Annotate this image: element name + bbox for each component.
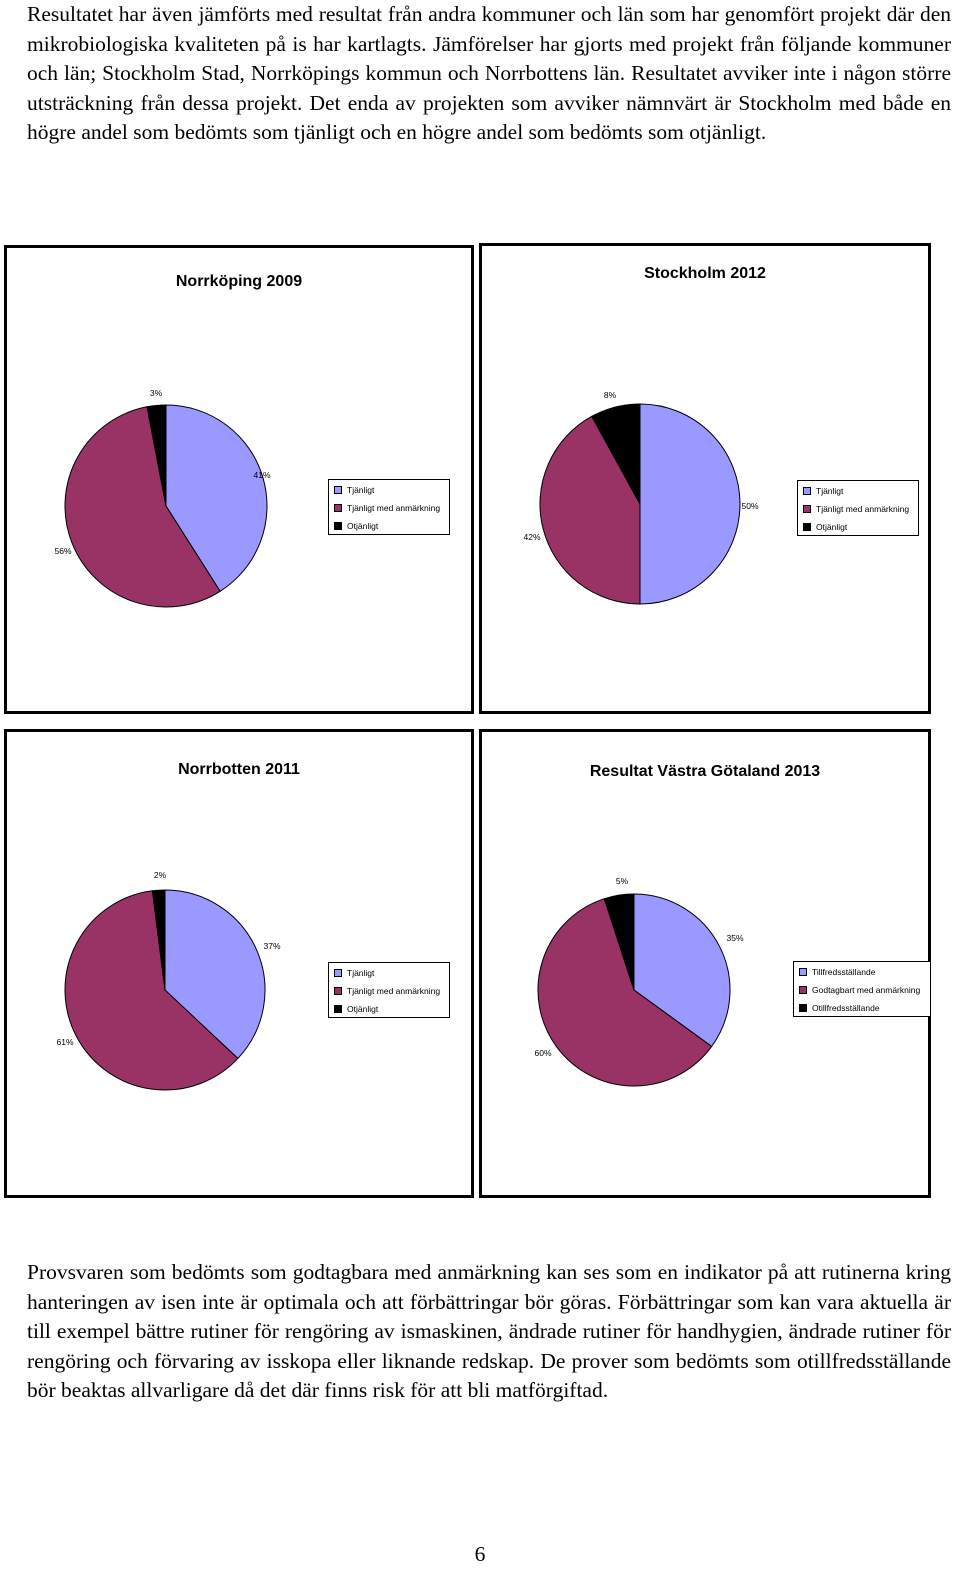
pie-percent-label: 37% [263,941,280,951]
legend-swatch [803,504,811,513]
pie-slice [164,889,266,1060]
legend-swatch [803,522,811,531]
legend-label: Tjänligt [347,968,375,978]
legend-item: Tjänligt med anmärkning [334,502,440,514]
pie-slice [603,893,635,991]
legend-item: Otillfredsställande [799,1002,880,1014]
pie-percent-label: 41% [253,470,270,480]
legend-swatch [334,503,342,512]
legend-swatch [334,521,342,530]
pie-slice [151,889,166,991]
legend-item: Tjänligt [803,485,843,497]
pie-slice [539,415,641,605]
pie-slice [146,404,167,507]
legend-item: Tjänligt [334,967,374,979]
legend-swatch [334,986,342,995]
legend-label: Godtagbart med anmärkning [812,985,921,995]
legend-swatch [334,968,342,977]
pie-percent-label: 56% [54,546,71,556]
chart-legend: Tjänligt Tjänligt med anmärkning Otjänli… [797,480,919,536]
pie-percent-label: 3% [150,388,163,398]
legend-label: Tjänligt med anmärkning [347,986,441,996]
legend-item: Tjänligt med anmärkning [334,985,440,997]
legend-swatch [803,486,811,495]
page-number: 6 [474,1542,486,1566]
legend-swatch [799,967,807,976]
legend-swatch [334,1004,342,1013]
pie-chart: 35% 60% 5% [534,876,744,1087]
legend-item: Otjänligt [334,520,378,532]
pie-percent-label: 42% [523,532,540,542]
chart-title: Norrköping 2009 [175,273,303,290]
pie-percent-label: 2% [154,870,167,880]
legend-label: Otillfredsställande [812,1003,880,1013]
pie-slice [639,403,741,605]
pie-chart: 41% 56% 3% [54,388,271,608]
chart-title: Norrbotten 2011 [178,761,300,778]
pie-chart: 50% 42% 8% [523,390,759,605]
pie-chart: 37% 61% 2% [56,870,281,1091]
legend-item: Tjänligt [334,484,374,496]
legend-label: Otjänligt [816,522,848,532]
legend-label: Otjänligt [347,1004,379,1014]
pie-percent-label: 35% [726,933,743,943]
legend-label: Tjänligt [816,486,844,496]
legend-swatch [799,1003,807,1012]
legend-label: Tillfredsställande [812,967,876,977]
chart-legend: Tjänligt Tjänligt med anmärkning Otjänli… [328,479,450,535]
legend-label: Otjänligt [347,521,379,531]
legend-item: Tillfredsställande [799,966,875,978]
chart-legend: Tjänligt Tjänligt med anmärkning Otjänli… [328,962,450,1018]
pie-slice [64,890,239,1091]
chart-norrkoping-2009: Norrköping 2009 41% 56% 3% Tjänligt Tjänli… [4,245,474,714]
pie-percent-label: 5% [616,876,629,886]
legend-item: Otjänligt [803,521,847,533]
legend-label: Tjänligt med anmärkning [816,504,910,514]
chart-title: Resultat Västra Götaland 2013 [589,763,821,780]
pie-percent-label: 8% [604,390,617,400]
legend-item: Otjänligt [334,1003,378,1015]
intro-paragraph: Resultatet har även jämförts med resulta… [27,2,951,145]
chart-norrbotten-2011: Norrbotten 2011 37% 61% 2% Tjänligt Tjänli… [4,729,474,1198]
pie-slice [633,893,731,1048]
chart-legend: Tillfredsställande Godtagbart med anmärk… [793,961,931,1017]
chart-title: Stockholm 2012 [644,265,766,282]
legend-swatch [799,985,807,994]
legend-item: Godtagbart med anmärkning [799,984,920,996]
pie-slice [165,404,268,592]
pie-slice [591,403,641,505]
legend-item: Tjänligt med anmärkning [803,503,909,515]
pie-percent-label: 61% [56,1037,73,1047]
pie-percent-label: 60% [534,1048,551,1058]
pie-slice [537,898,713,1087]
chart-vastra-gotaland-2013: Resultat Västra Götaland 2013 35% 60% 5% T… [479,729,931,1198]
legend-label: Tjänligt med anmärkning [347,503,441,513]
closing-paragraph: Provsvaren som bedömts som godtagbara me… [27,1260,951,1403]
pie-slice [64,406,221,608]
chart-stockholm-2012: Stockholm 2012 50% 42% 8% Tjänligt Tjänlig… [479,243,931,714]
legend-swatch [334,485,342,494]
pie-percent-label: 50% [741,501,758,511]
legend-label: Tjänligt [347,485,375,495]
